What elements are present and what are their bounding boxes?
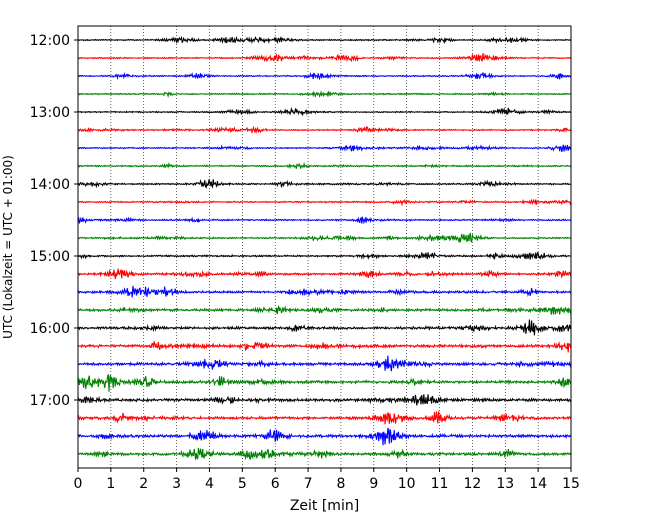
x-tick-label: 7 xyxy=(304,476,313,492)
trace-line xyxy=(77,178,572,189)
trace-layer xyxy=(77,35,572,461)
x-tick-label: 10 xyxy=(398,476,416,492)
x-tick-label: 1 xyxy=(106,476,115,492)
x-tick-label: 15 xyxy=(562,476,580,492)
y-tick-label: 15:00 xyxy=(30,249,70,265)
trace-line xyxy=(77,394,572,406)
x-tick-label: 2 xyxy=(139,476,148,492)
trace-line xyxy=(77,144,572,153)
trace-line xyxy=(77,198,572,207)
trace-line xyxy=(77,251,572,261)
x-tick-label: 11 xyxy=(431,476,449,492)
trace-line xyxy=(77,161,572,170)
trace-line xyxy=(77,53,572,63)
x-tick-label: 0 xyxy=(74,476,83,492)
x-tick-label: 12 xyxy=(463,476,481,492)
trace-line xyxy=(77,374,572,392)
y-tick-label: 14:00 xyxy=(30,177,70,193)
x-tick-label: 4 xyxy=(205,476,214,492)
trace-line xyxy=(78,447,572,461)
trace-line xyxy=(77,90,572,99)
x-tick-label: 13 xyxy=(496,476,514,492)
trace-line xyxy=(77,304,572,315)
x-tick-label: 14 xyxy=(529,476,547,492)
y-tick-label: 12:00 xyxy=(30,33,70,49)
trace-line xyxy=(77,411,572,425)
y-axis-label: UTC (Lokalzeit = UTC + 01:00) xyxy=(1,155,15,339)
trace-line xyxy=(77,427,572,446)
trace-line xyxy=(77,106,572,117)
trace-line xyxy=(77,268,572,280)
plot-frame xyxy=(77,25,572,469)
y-tick-label: 13:00 xyxy=(30,105,70,121)
x-tick-label: 5 xyxy=(238,476,247,492)
y-tick-label: 17:00 xyxy=(30,393,70,409)
x-tick-label: 6 xyxy=(271,476,280,492)
trace-line xyxy=(77,339,572,353)
y-tick-label: 16:00 xyxy=(30,321,70,337)
trace-line xyxy=(77,285,572,298)
x-tick-label: 8 xyxy=(336,476,345,492)
trace-line xyxy=(77,319,572,336)
x-tick-label: 3 xyxy=(172,476,181,492)
x-axis-label: Zeit [min] xyxy=(290,498,359,514)
trace-line xyxy=(78,232,572,244)
trace-line xyxy=(77,215,572,225)
trace-line xyxy=(77,35,572,45)
trace-line xyxy=(77,125,572,135)
tick-layer: 0 1 2 3 4 5 6 7 8 9 10 11 12 13 14 1512:0013:0014:0015:… xyxy=(30,33,580,492)
trace-line xyxy=(77,355,572,372)
trace-line xyxy=(77,72,572,81)
x-tick-label: 9 xyxy=(369,476,378,492)
